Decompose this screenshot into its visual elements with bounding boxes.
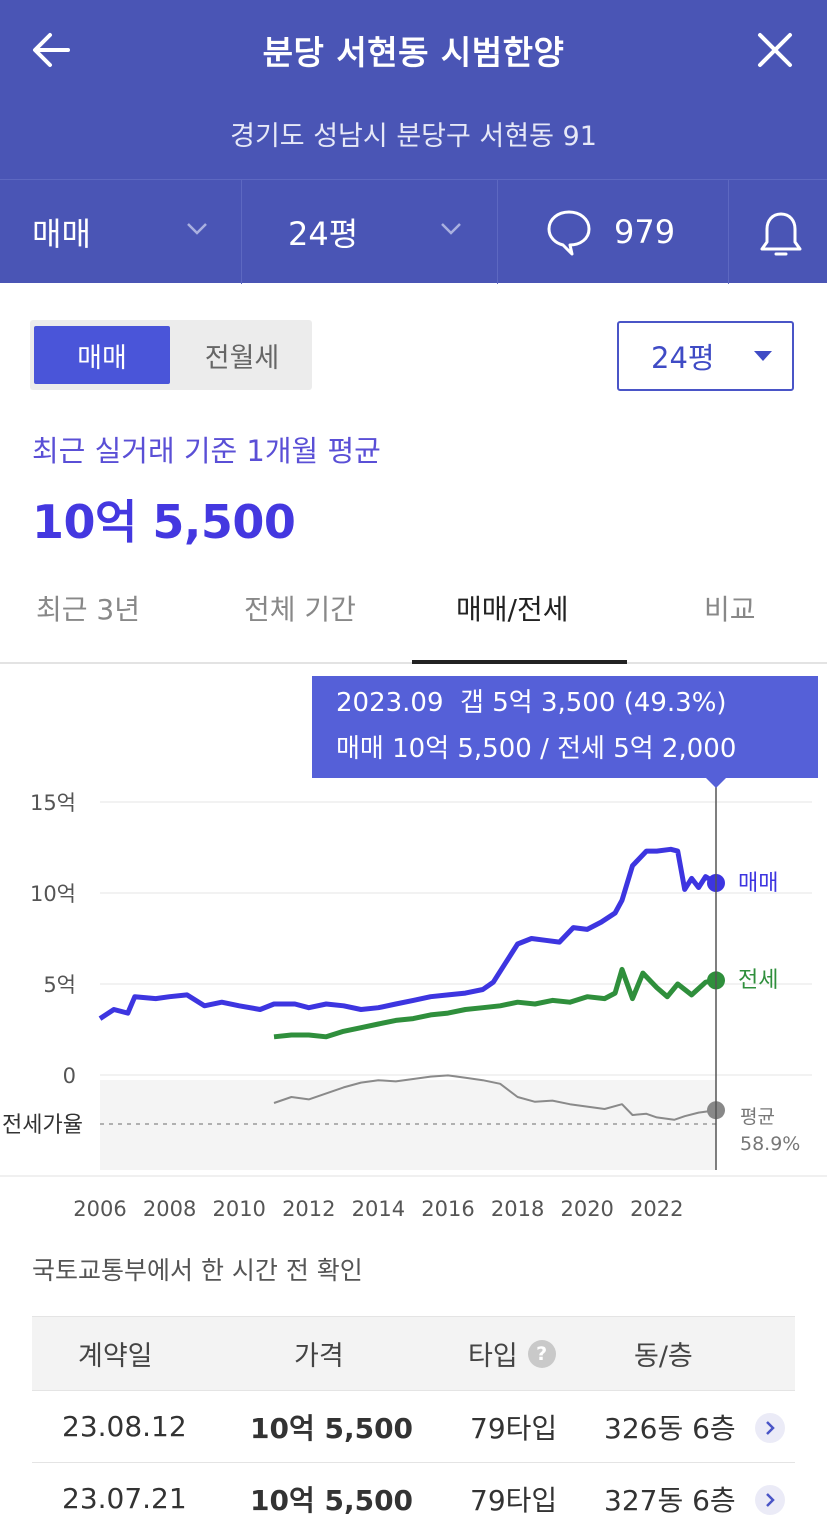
y-tick-label: 0: [63, 1064, 76, 1088]
size-select-value: 24평: [651, 341, 715, 375]
tab-sale-jeonse[interactable]: 매매/전세: [456, 593, 569, 626]
x-tick-label: 2006: [73, 1197, 126, 1221]
period-tabs: 최근 3년 전체 기간 매매/전세 비교: [0, 560, 827, 664]
active-tab-indicator: [412, 660, 627, 664]
row-date: 23.08.12: [62, 1410, 187, 1443]
header-price: 가격: [294, 1341, 344, 1372]
price-chart[interactable]: 15억 10억 5억 0 전세가율 매매 전세 평균 58.9% 2023.09…: [0, 664, 827, 1224]
y-tick-label: 5억: [43, 973, 76, 997]
chevron-right-icon[interactable]: [755, 1413, 785, 1443]
series-label-sale: 매매: [738, 871, 778, 896]
x-tick-label: 2022: [630, 1197, 683, 1221]
plot-area: [98, 846, 725, 1121]
ratio-band: [100, 1080, 716, 1170]
table-row[interactable]: 23.08.12 10억 5,500 79타입 326동 6층: [32, 1390, 795, 1462]
tooltip-pointer: [706, 778, 726, 788]
y-tick-label: 15억: [30, 791, 76, 815]
jeonse-ratio-line: [273, 1074, 717, 1121]
tooltip-line-1: 2023.09 갭 5억 3,500 (49.3%): [336, 688, 727, 718]
header-type-label: 타입: [468, 1341, 518, 1372]
comment-bubble-icon: [547, 210, 591, 256]
back-arrow-icon[interactable]: [28, 26, 76, 74]
x-tick-label: 2016: [421, 1197, 474, 1221]
transaction-table: 계약일 가격 타입 ? 동/층 23.08.12 10억 5,500 79타입 …: [32, 1316, 795, 1532]
bell-icon: [760, 212, 802, 256]
page-title: 분당 서현동 시범한양: [262, 33, 565, 72]
comment-count: 979: [614, 213, 676, 251]
help-icon[interactable]: ?: [527, 1339, 556, 1368]
row-type: 79타입: [470, 1483, 558, 1517]
data-source-note: 국토교통부에서 한 시간 전 확인: [32, 1256, 363, 1285]
row-price: 10억 5,500: [250, 1411, 414, 1445]
tab-recent-3y[interactable]: 최근 3년: [36, 593, 140, 626]
x-tick-label: 2012: [282, 1197, 335, 1221]
close-icon[interactable]: [751, 26, 799, 74]
row-type: 79타입: [470, 1411, 558, 1445]
comments-button[interactable]: 979: [498, 180, 729, 284]
deal-type-dropdown[interactable]: 매매: [0, 180, 242, 284]
jeonse-ratio-label: 전세가율: [2, 1113, 83, 1138]
row-price: 10억 5,500: [250, 1483, 414, 1517]
x-tick-label: 2010: [212, 1197, 265, 1221]
tooltip-line-2: 매매 10억 5,500 / 전세 5억 2,000: [336, 734, 736, 764]
x-tick-label: 2018: [491, 1197, 544, 1221]
x-tick-label: 2020: [560, 1197, 613, 1221]
row-building-floor: 326동 6층: [604, 1411, 736, 1445]
notification-button[interactable]: [729, 180, 827, 284]
chevron-down-icon: [441, 223, 461, 235]
row-building-floor: 327동 6층: [604, 1483, 736, 1517]
x-tick-label: 2008: [143, 1197, 196, 1221]
deal-type-label: 매매: [32, 215, 91, 253]
toggle-rent[interactable]: 전월세: [204, 342, 280, 374]
chevron-down-icon: [187, 223, 207, 235]
toggle-sale[interactable]: 매매: [34, 326, 170, 384]
header-building-floor: 동/층: [634, 1341, 693, 1372]
x-axis-ticks: 2006 2008 2010 2012 2014 2016 2018 2020 2022: [73, 1197, 683, 1221]
jeonse-price-line: [273, 966, 717, 1040]
tab-all-period[interactable]: 전체 기간: [244, 593, 356, 626]
series-label-jeonse: 전세: [738, 968, 778, 993]
sale-price-line: [98, 846, 718, 1021]
tooltip-box: [312, 676, 818, 778]
x-tick-label: 2014: [352, 1197, 405, 1221]
size-select[interactable]: 24평: [617, 321, 794, 391]
size-dropdown[interactable]: 24평: [242, 180, 498, 284]
chevron-right-icon[interactable]: [755, 1485, 785, 1515]
app-header: 분당 서현동 시범한양 경기도 성남시 분당구 서현동 91 매매 24평 97…: [0, 0, 827, 284]
average-price: 10억 5,500: [32, 495, 296, 549]
size-label: 24평: [288, 215, 359, 253]
header-toolbar: 매매 24평 979: [0, 179, 827, 284]
average-label: 최근 실거래 기준 1개월 평균: [32, 434, 381, 468]
ratio-average-value: 58.9%: [740, 1133, 800, 1155]
header-type: 타입 ?: [468, 1317, 556, 1390]
deal-type-toggle: 매매 전월세: [30, 320, 312, 390]
tab-compare[interactable]: 비교: [704, 593, 756, 626]
caret-down-icon: [754, 351, 772, 361]
address-text: 경기도 성남시 분당구 서현동 91: [230, 121, 597, 152]
header-contract-date: 계약일: [78, 1341, 153, 1372]
row-date: 23.07.21: [62, 1482, 187, 1515]
table-header: 계약일 가격 타입 ? 동/층: [32, 1316, 795, 1390]
y-tick-label: 10억: [30, 882, 76, 906]
ratio-average-label: 평균: [740, 1106, 775, 1128]
table-row[interactable]: 23.07.21 10억 5,500 79타입 327동 6층: [32, 1462, 795, 1532]
